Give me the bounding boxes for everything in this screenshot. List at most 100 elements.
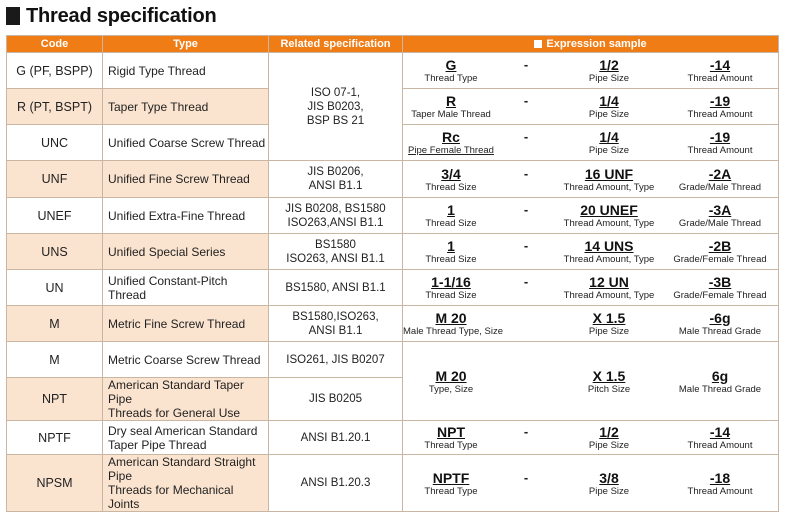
cell-type: Metric Coarse Screw Thread bbox=[102, 341, 269, 378]
expression-desc: Grade/Male Thread bbox=[678, 218, 762, 229]
expression-value: -19 bbox=[709, 129, 731, 145]
expression-sample: NPT Thread Type -1/2 Pipe Size -14 Thread Amo… bbox=[403, 424, 778, 451]
related-text: BS1580 ISO263, ANSI B1.1 bbox=[286, 238, 385, 265]
table-row: UN Unified Constant-Pitch Thread BS1580,… bbox=[6, 269, 779, 306]
related-text: ANSI B1.20.1 bbox=[300, 431, 371, 444]
cell-expression: R Taper Male Thread -1/4 Pipe Size -19 Thread… bbox=[402, 88, 779, 125]
expression-value: Rc bbox=[442, 129, 460, 145]
expression-part-1: G Thread Type bbox=[403, 57, 499, 84]
expression-value: X 1.5 bbox=[592, 367, 626, 384]
expression-part-1: 1-1/16 Thread Size bbox=[403, 274, 499, 301]
cell-expression: 3/4 Thread Size - 16 UNF Thread Amount, Type… bbox=[402, 160, 779, 198]
expression-desc: Pipe Size bbox=[588, 145, 630, 156]
cell-related: JIS B0205 bbox=[268, 377, 403, 421]
table-row: NPSM American Standard Straight Pipe Thr… bbox=[6, 454, 779, 512]
expression-separator: - bbox=[499, 57, 553, 73]
expression-desc: Pipe Size bbox=[588, 109, 630, 120]
cell-related: JIS B0206, ANSI B1.1 bbox=[268, 160, 403, 198]
expression-value: -19 bbox=[709, 93, 731, 109]
cell-type: Dry seal American Standard Taper Pipe Th… bbox=[102, 420, 269, 455]
expression-value: -18 bbox=[709, 469, 731, 486]
cell-related: ANSI B1.20.1 bbox=[268, 420, 403, 455]
expression-desc: Thread Amount bbox=[687, 440, 753, 451]
separator-dash: - bbox=[523, 57, 529, 72]
expression-value: -3B bbox=[708, 274, 732, 290]
table-row: G (PF, BSPP) Rigid Type Thread ISO 07-1,… bbox=[6, 52, 779, 161]
type-text: Dry seal American Standard Taper Pipe Th… bbox=[108, 423, 258, 452]
expression-part-1: R Taper Male Thread bbox=[403, 93, 499, 120]
cell-expression: 1 Thread Size -20 UNEF Thread Amount, Type -… bbox=[402, 197, 779, 234]
cell-type: Taper Type Thread bbox=[102, 88, 269, 125]
cell-type: American Standard Taper Pipe Threads for… bbox=[102, 377, 269, 421]
expression-part-3: -14 Thread Amount bbox=[665, 57, 775, 84]
cell-code: NPT bbox=[6, 377, 103, 421]
expression-desc: Type, Size bbox=[428, 383, 474, 395]
expression-part-3: -3A Grade/Male Thread bbox=[665, 202, 775, 229]
expression-desc: Grade/Female Thread bbox=[673, 290, 767, 301]
expression-part-2: 12 UN Thread Amount, Type bbox=[553, 274, 665, 301]
expression-desc: Thread Size bbox=[425, 218, 477, 229]
expression-part-3: 6g Male Thread Grade bbox=[665, 368, 775, 395]
expression-part-2: X 1.5 Pipe Size bbox=[553, 310, 665, 337]
cell-expression: G Thread Type - 1/2 Pipe Size -14 Thread Amoun… bbox=[402, 52, 779, 89]
expression-desc: Thread Amount bbox=[687, 73, 753, 84]
table-row: M Metric Fine Screw Thread BS1580,ISO263… bbox=[6, 305, 779, 342]
expression-part-2: 1/2 Pipe Size bbox=[553, 424, 665, 451]
header-expression-label: Expression sample bbox=[546, 38, 647, 50]
cell-code: NPSM bbox=[6, 454, 103, 512]
expression-value: 1 bbox=[447, 202, 455, 218]
expression-part-3: -2B Grade/Female Thread bbox=[665, 238, 775, 265]
expression-desc: Pipe Size bbox=[588, 440, 630, 451]
expression-separator: - bbox=[499, 274, 553, 290]
separator-dash: - bbox=[523, 165, 529, 181]
expression-separator: - bbox=[499, 470, 553, 486]
expression-desc: Male Thread Grade bbox=[678, 326, 762, 337]
expression-value: 1/2 bbox=[599, 57, 619, 73]
expression-part-2: 1/4 Pipe Size bbox=[553, 129, 665, 156]
expression-sample: M 20 Male Thread Type, Size X 1.5 Pipe Size… bbox=[403, 310, 778, 337]
separator-dash: - bbox=[523, 238, 529, 253]
cell-related: JIS B0208, BS1580 ISO263,ANSI B1.1 bbox=[268, 197, 403, 234]
cell-type: Unified Extra-Fine Thread bbox=[102, 197, 269, 234]
expression-desc: Thread Size bbox=[425, 290, 477, 301]
expression-value: 1/2 bbox=[599, 424, 619, 440]
expression-value: NPT bbox=[437, 424, 465, 440]
expression-desc: Male Thread Type, Size bbox=[403, 326, 503, 337]
related-text: ANSI B1.20.3 bbox=[300, 477, 371, 489]
expression-value: R bbox=[445, 93, 457, 109]
expression-desc: Pipe Size bbox=[588, 326, 630, 337]
expression-part-3: -18 Thread Amount bbox=[665, 470, 775, 497]
expression-sample: R Taper Male Thread -1/4 Pipe Size -19 Thread… bbox=[403, 93, 778, 120]
expression-sample: G Thread Type - 1/2 Pipe Size -14 Thread Amoun… bbox=[403, 57, 778, 84]
expression-desc: Pipe Size bbox=[588, 73, 630, 84]
cell-related: ANSI B1.20.3 bbox=[268, 454, 403, 512]
expression-part-1: 1 Thread Size bbox=[403, 202, 499, 229]
expression-desc: Thread Type bbox=[424, 73, 478, 84]
expression-desc: Grade/Female Thread bbox=[673, 254, 767, 265]
expression-part-3: -3B Grade/Female Thread bbox=[665, 274, 775, 301]
cell-expression: NPT Thread Type -1/2 Pipe Size -14 Thread Amo… bbox=[402, 420, 779, 455]
expression-value: -2B bbox=[708, 238, 732, 254]
expression-desc: Thread Amount, Type bbox=[563, 290, 655, 301]
expression-value: M 20 bbox=[435, 367, 467, 384]
header-type: Type bbox=[102, 35, 269, 53]
cell-type: Rigid Type Thread bbox=[102, 52, 269, 89]
cell-type: Unified Constant-Pitch Thread bbox=[102, 269, 269, 306]
separator-dash: - bbox=[523, 129, 529, 144]
expression-value: -3A bbox=[708, 202, 732, 218]
expression-part-1: M 20 Male Thread Type, Size bbox=[403, 310, 503, 337]
expression-part-1: 3/4 Thread Size bbox=[403, 166, 499, 193]
expression-sample: M 20 Type, Size X 1.5 Pitch Size 6g Male Thre… bbox=[403, 368, 778, 395]
expression-part-2: 14 UNS Thread Amount, Type bbox=[553, 238, 665, 265]
header-row: Code Type Related specification Expressi… bbox=[6, 35, 779, 53]
expression-desc: Thread Size bbox=[425, 181, 477, 193]
table-row: M Metric Coarse Screw Thread ISO261, JIS… bbox=[6, 341, 779, 421]
separator-dash: - bbox=[523, 202, 529, 217]
expression-value: X 1.5 bbox=[592, 310, 626, 326]
cell-code: NPTF bbox=[6, 420, 103, 455]
expression-sample: NPTF Thread Type -3/8 Pipe Size -18 Thread Am… bbox=[403, 470, 778, 497]
header-related: Related specification bbox=[268, 35, 403, 53]
expression-desc: Thread Size bbox=[425, 254, 477, 265]
expression-value: 12 UN bbox=[589, 274, 629, 290]
expression-separator: - bbox=[499, 166, 553, 182]
